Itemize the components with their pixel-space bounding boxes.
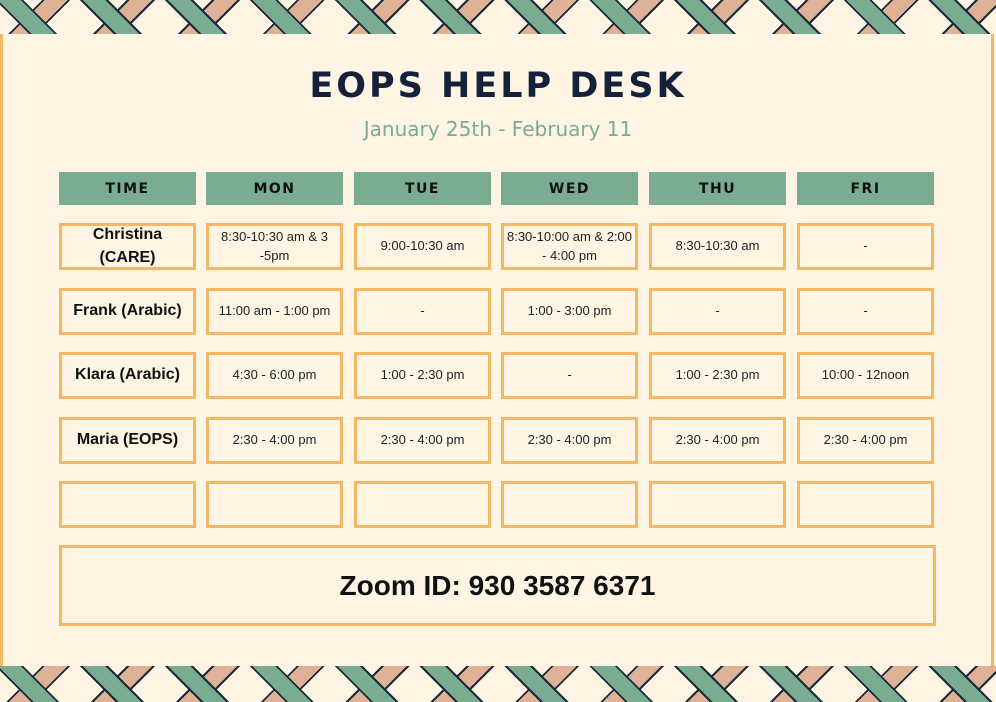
staff-name: Frank (Arabic) <box>59 288 196 335</box>
column-header-fri: FRI <box>797 172 934 205</box>
decorative-weave-top <box>0 0 996 36</box>
time-slot <box>354 481 491 528</box>
time-slot: 2:30 - 4:00 pm <box>354 417 491 464</box>
time-slot: - <box>797 288 934 335</box>
staff-name: Christina (CARE) <box>59 223 196 270</box>
column-header-thu: THU <box>649 172 786 205</box>
time-slot: 9:00-10:30 am <box>354 223 491 270</box>
time-slot: 1:00 - 2:30 pm <box>354 352 491 399</box>
time-slot <box>206 481 343 528</box>
time-slot: - <box>501 352 638 399</box>
time-slot: 8:30-10:00 am & 2:00 - 4:00 pm <box>501 223 638 270</box>
column-header-wed: WED <box>501 172 638 205</box>
zoom-id: Zoom ID: 930 3587 6371 <box>59 545 936 626</box>
time-slot: 11:00 am - 1:00 pm <box>206 288 343 335</box>
time-slot <box>649 481 786 528</box>
time-slot: 8:30-10:30 am <box>649 223 786 270</box>
staff-name: Maria (EOPS) <box>59 417 196 464</box>
page-title: EOPS HELP DESK <box>309 66 687 106</box>
time-slot: 10:00 - 12noon <box>797 352 934 399</box>
time-slot: 2:30 - 4:00 pm <box>501 417 638 464</box>
time-slot: 8:30-10:30 am & 3 -5pm <box>206 223 343 270</box>
time-slot: 2:30 - 4:00 pm <box>797 417 934 464</box>
schedule-panel <box>0 34 994 667</box>
time-slot: 2:30 - 4:00 pm <box>206 417 343 464</box>
time-slot: - <box>354 288 491 335</box>
time-slot: 2:30 - 4:00 pm <box>649 417 786 464</box>
time-slot: - <box>649 288 786 335</box>
column-header-mon: MON <box>206 172 343 205</box>
staff-name <box>59 481 196 528</box>
time-slot <box>501 481 638 528</box>
time-slot: 4:30 - 6:00 pm <box>206 352 343 399</box>
time-slot <box>797 481 934 528</box>
column-header-time: TIME <box>59 172 196 205</box>
date-range: January 25th - February 11 <box>363 117 633 141</box>
staff-name: Klara (Arabic) <box>59 352 196 399</box>
column-header-tue: TUE <box>354 172 491 205</box>
time-slot: - <box>797 223 934 270</box>
time-slot: 1:00 - 3:00 pm <box>501 288 638 335</box>
time-slot: 1:00 - 2:30 pm <box>649 352 786 399</box>
decorative-weave-bottom <box>0 666 996 702</box>
